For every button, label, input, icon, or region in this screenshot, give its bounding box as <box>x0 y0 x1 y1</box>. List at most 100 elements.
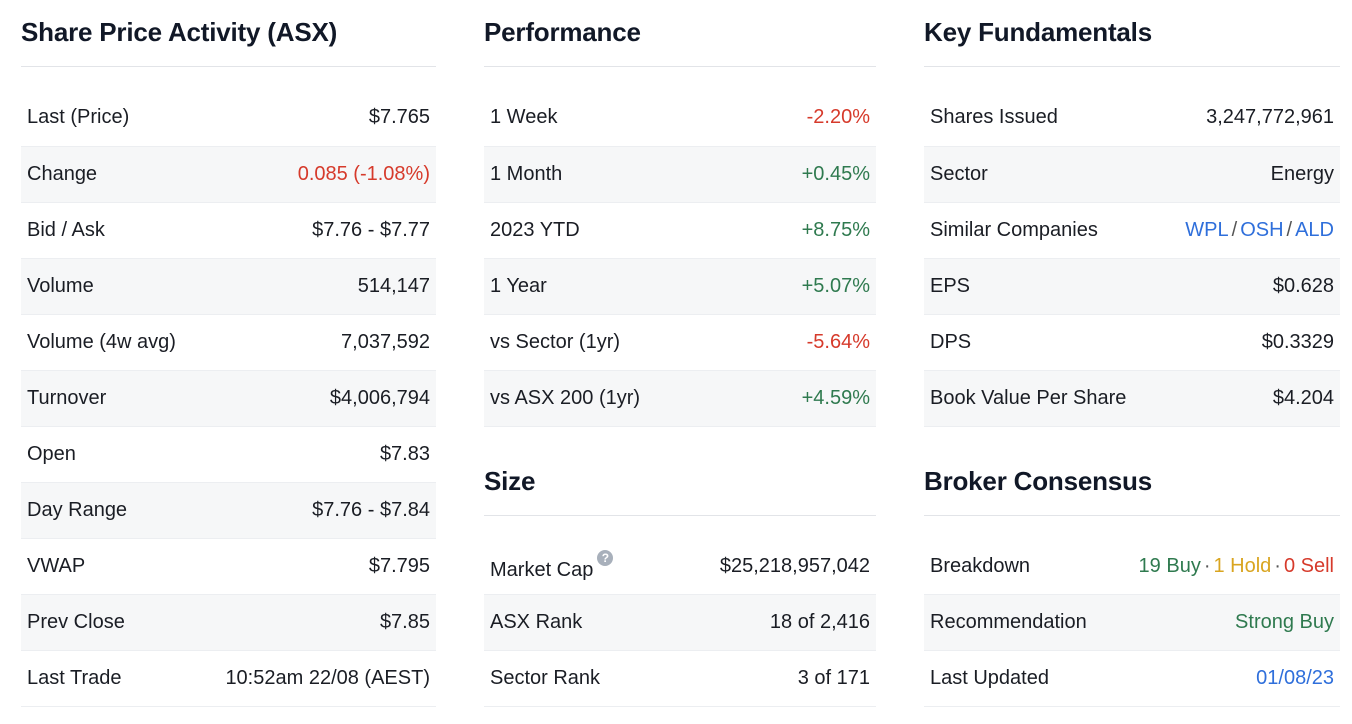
performance-panel: Performance 1 Week -2.20% 1 Month +0.45% 2… <box>484 0 876 707</box>
table-row: Breakdown 19 Buy · 1 Hold · 0 Sell <box>924 538 1340 595</box>
row-value: 7,037,592 <box>197 314 436 371</box>
table-row: 2023 YTD +8.75% <box>484 202 876 259</box>
table-row: EPS $0.628 <box>924 258 1340 315</box>
row-label: Turnover <box>21 370 198 427</box>
table-row: VWAP $7.795 <box>21 538 436 595</box>
share-price-panel: Share Price Activity (ASX) Last (Price) $… <box>21 0 436 707</box>
row-label: Volume <box>21 258 198 315</box>
size-table: Market Cap? $25,218,957,042 ASX Rank 18 o… <box>484 538 876 707</box>
row-label: Recommendation <box>924 594 1111 651</box>
table-row: Change 0.085 (-1.08%) <box>21 146 436 203</box>
broker-table: Breakdown 19 Buy · 1 Hold · 0 Sell Recommend… <box>924 538 1340 707</box>
table-row: Last Updated 01/08/23 <box>924 650 1340 707</box>
fundamentals-table: Shares Issued 3,247,772,961 Sector Energy … <box>924 90 1340 427</box>
row-value: +4.59% <box>746 370 876 427</box>
row-value: $7.83 <box>197 426 436 483</box>
broker-title: Broker Consensus <box>924 449 1340 516</box>
row-label: 1 Week <box>484 90 747 147</box>
table-row: Last Trade 10:52am 22/08 (AEST) <box>21 650 436 707</box>
table-row: Volume (4w avg) 7,037,592 <box>21 314 436 371</box>
row-value: $7.76 - $7.77 <box>197 202 436 259</box>
table-row: Prev Close $7.85 <box>21 594 436 651</box>
row-label: 1 Month <box>484 146 747 203</box>
row-label: Change <box>21 146 198 203</box>
table-row: Volume 514,147 <box>21 258 436 315</box>
row-value: $7.795 <box>197 538 436 595</box>
row-label: Bid / Ask <box>21 202 198 259</box>
recommendation-value: Strong Buy <box>1110 594 1340 651</box>
table-row: 1 Week -2.20% <box>484 90 876 147</box>
table-row: Sector Rank 3 of 171 <box>484 650 876 707</box>
row-label: Similar Companies <box>924 202 1159 259</box>
similar-companies-links: WPL / OSH / ALD <box>1158 202 1340 259</box>
row-label: vs Sector (1yr) <box>484 314 747 371</box>
dot-separator: · <box>1203 554 1211 577</box>
table-row: Bid / Ask $7.76 - $7.77 <box>21 202 436 259</box>
row-label: Market Cap? <box>484 538 663 595</box>
table-row: 1 Month +0.45% <box>484 146 876 203</box>
link-separator: / <box>1286 218 1293 241</box>
share-price-table: Last (Price) $7.765 Change 0.085 (-1.08%) … <box>21 90 436 707</box>
table-row: Open $7.83 <box>21 426 436 483</box>
table-row: Shares Issued 3,247,772,961 <box>924 90 1340 147</box>
row-label: 2023 YTD <box>484 202 747 259</box>
row-value: +5.07% <box>746 258 876 315</box>
dot-separator: · <box>1274 554 1281 577</box>
row-value: $4,006,794 <box>197 370 436 427</box>
row-label: EPS <box>924 258 1159 315</box>
row-label: Open <box>21 426 198 483</box>
row-label: Book Value Per Share <box>924 370 1159 427</box>
row-value: 514,147 <box>197 258 436 315</box>
table-row: Similar Companies WPL / OSH / ALD <box>924 202 1340 259</box>
row-value: 10:52am 22/08 (AEST) <box>197 650 436 707</box>
table-row: DPS $0.3329 <box>924 314 1340 371</box>
row-label: Volume (4w avg) <box>21 314 198 371</box>
row-label: ASX Rank <box>484 594 663 651</box>
change-value: 0.085 (-1.08%) <box>197 146 436 203</box>
row-value: 3,247,772,961 <box>1158 90 1340 147</box>
table-row: vs Sector (1yr) -5.64% <box>484 314 876 371</box>
table-row: ASX Rank 18 of 2,416 <box>484 594 876 651</box>
company-link-osh[interactable]: OSH <box>1240 218 1284 241</box>
table-row: Market Cap? $25,218,957,042 <box>484 538 876 595</box>
row-value: $25,218,957,042 <box>662 538 876 595</box>
sell-count: 0 Sell <box>1283 554 1334 577</box>
row-label: vs ASX 200 (1yr) <box>484 370 747 427</box>
row-label: Last Updated <box>924 650 1111 707</box>
fundamentals-title: Key Fundamentals <box>924 0 1340 67</box>
row-label: Sector <box>924 146 1159 203</box>
table-row: Day Range $7.76 - $7.84 <box>21 482 436 539</box>
row-value: +0.45% <box>746 146 876 203</box>
company-link-ald[interactable]: ALD <box>1295 218 1334 241</box>
row-label: VWAP <box>21 538 198 595</box>
share-price-title: Share Price Activity (ASX) <box>21 0 436 67</box>
broker-panel: Broker Consensus Breakdown 19 Buy · 1 Hold… <box>924 449 1340 707</box>
row-label: Last Trade <box>21 650 198 707</box>
table-row: 1 Year +5.07% <box>484 258 876 315</box>
table-row: Turnover $4,006,794 <box>21 370 436 427</box>
row-value: -5.64% <box>746 314 876 371</box>
last-updated-link[interactable]: 01/08/23 <box>1110 650 1340 707</box>
company-link-wpl[interactable]: WPL <box>1185 218 1229 241</box>
hold-count: 1 Hold <box>1213 554 1272 577</box>
row-value: $7.85 <box>197 594 436 651</box>
row-value: 3 of 171 <box>662 650 876 707</box>
performance-table: 1 Week -2.20% 1 Month +0.45% 2023 YTD +8.75… <box>484 90 876 427</box>
row-value: 18 of 2,416 <box>662 594 876 651</box>
table-row: Last (Price) $7.765 <box>21 90 436 147</box>
row-label: Last (Price) <box>21 90 198 147</box>
table-row: Recommendation Strong Buy <box>924 594 1340 651</box>
market-cap-label: Market Cap <box>490 559 594 582</box>
table-row: Book Value Per Share $4.204 <box>924 370 1340 427</box>
row-value: +8.75% <box>746 202 876 259</box>
row-label: Sector Rank <box>484 650 663 707</box>
help-icon[interactable]: ? <box>597 550 614 567</box>
row-label: Day Range <box>21 482 198 539</box>
row-value: $0.3329 <box>1158 314 1340 371</box>
row-label: Breakdown <box>924 538 1111 595</box>
row-label: Shares Issued <box>924 90 1159 147</box>
row-value: Energy <box>1158 146 1340 203</box>
row-label: DPS <box>924 314 1159 371</box>
fundamentals-panel: Key Fundamentals Shares Issued 3,247,772,… <box>924 0 1340 707</box>
row-value: $4.204 <box>1158 370 1340 427</box>
